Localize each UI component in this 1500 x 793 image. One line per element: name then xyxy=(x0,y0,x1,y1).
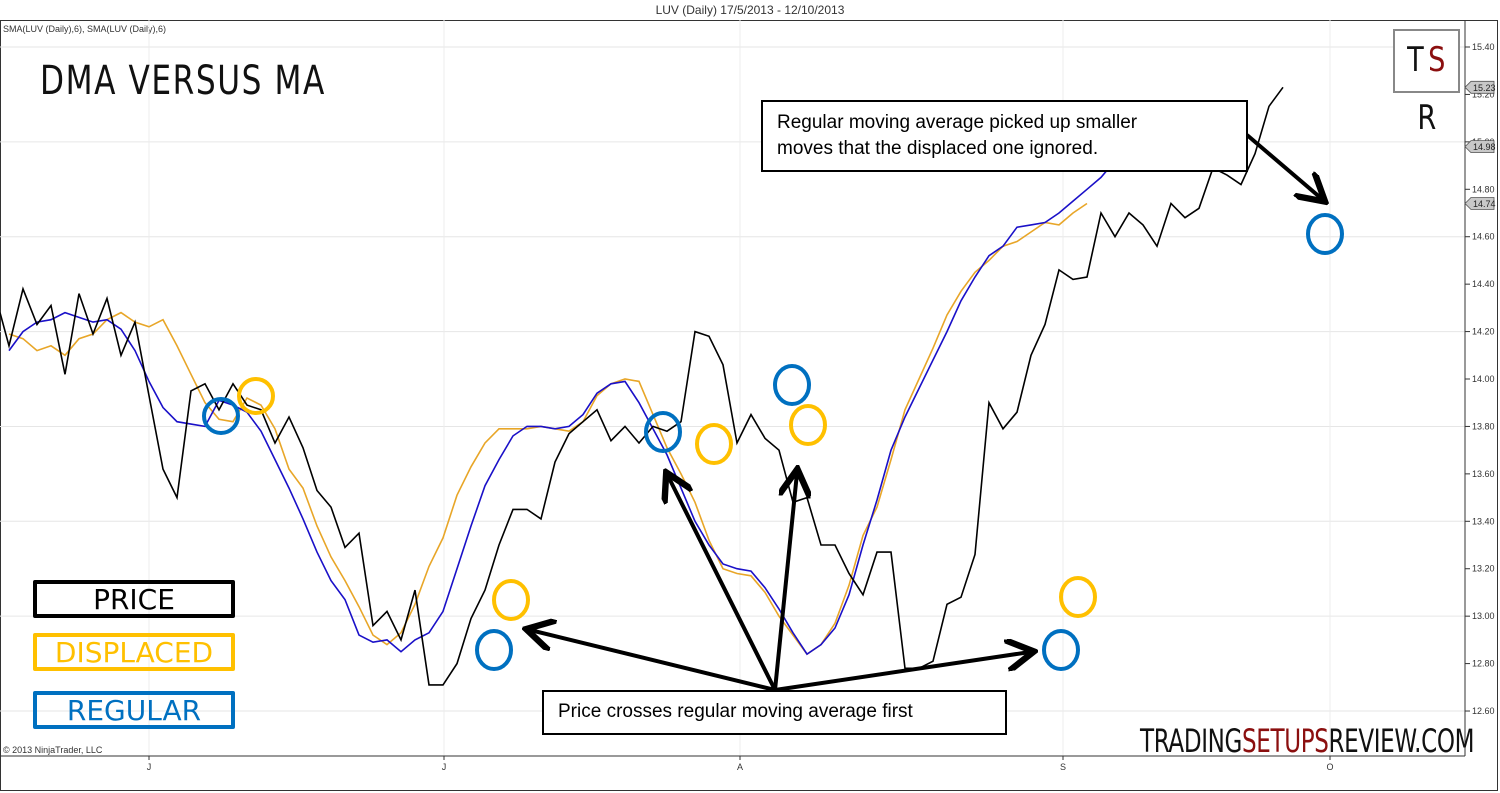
displaced-cross-circle xyxy=(237,377,275,415)
svg-text:12.60: 12.60 xyxy=(1472,706,1495,716)
main-title: DMA VERSUS MA xyxy=(40,58,326,104)
regular-cross-circle xyxy=(475,629,513,671)
legend-displaced: DISPLACED xyxy=(33,633,235,671)
svg-text:J: J xyxy=(442,762,447,772)
y-axis-ticks: 12.60 12.80 13.00 13.20 13.40 13.60 13.80 14.00… xyxy=(1465,42,1495,716)
crossover-circles xyxy=(202,213,1344,671)
regular-cross-circle xyxy=(773,364,811,406)
logo-t: T xyxy=(1407,40,1425,80)
regular-cross-circle xyxy=(202,397,240,435)
indicator-label: SMA(LUV (Daily),6), SMA(LUV (Daily),6) xyxy=(3,24,167,34)
legend-price: PRICE xyxy=(33,580,235,618)
svg-text:14.98: 14.98 xyxy=(1473,142,1496,152)
logo-s: S xyxy=(1428,40,1446,80)
svg-text:13.20: 13.20 xyxy=(1472,564,1495,574)
svg-text:13.60: 13.60 xyxy=(1472,469,1495,479)
displaced-cross-circle xyxy=(789,404,827,446)
brand-part-review: REVIEW.COM xyxy=(1328,722,1475,760)
arrow-to-october-cross xyxy=(1245,133,1322,199)
svg-text:A: A xyxy=(737,762,743,772)
svg-text:15.40: 15.40 xyxy=(1472,42,1495,52)
arrow-to-second-cross xyxy=(668,476,777,691)
svg-text:14.20: 14.20 xyxy=(1472,327,1495,337)
svg-text:14.74: 14.74 xyxy=(1473,199,1496,209)
svg-text:14.60: 14.60 xyxy=(1472,232,1495,242)
svg-text:14.40: 14.40 xyxy=(1472,279,1495,289)
regular-cross-circle xyxy=(1042,629,1080,671)
axes xyxy=(0,20,1466,757)
note-line-2: moves that the displaced one ignored. xyxy=(777,138,1099,159)
note-line-1: Regular moving average picked up smaller xyxy=(777,112,1138,133)
svg-text:12.80: 12.80 xyxy=(1472,659,1495,669)
svg-text:13.40: 13.40 xyxy=(1472,516,1495,526)
chart-title: LUV (Daily) 17/5/2013 - 12/10/2013 xyxy=(655,3,845,17)
arrow-to-third-cross xyxy=(773,473,797,691)
regular-ma-line xyxy=(8,146,1130,656)
chart-frame xyxy=(0,20,1498,791)
arrow-to-fourth-cross xyxy=(774,652,1030,692)
regular-cross-circle xyxy=(644,411,682,453)
tsr-logo: T SR xyxy=(1393,29,1460,138)
annotation-regular-ma-note: Regular moving average picked up smaller… xyxy=(761,100,1248,172)
annotation-arrows xyxy=(530,133,1322,692)
annotation-price-crosses-note: Price crosses regular moving average fir… xyxy=(542,690,1007,735)
svg-text:13.80: 13.80 xyxy=(1472,421,1495,431)
brand-part-trading: TRADING xyxy=(1140,722,1243,760)
price-markers: 15.23 14.98 14.74 xyxy=(1464,80,1496,210)
brand-part-setups: SETUPS xyxy=(1242,722,1329,760)
price-line xyxy=(0,86,1284,686)
copyright-text: © 2013 NinjaTrader, LLC xyxy=(3,745,103,755)
svg-text:14.80: 14.80 xyxy=(1472,184,1495,194)
brand-watermark: TRADINGSETUPSREVIEW.COM xyxy=(1140,722,1474,760)
svg-text:J: J xyxy=(147,762,152,772)
svg-text:O: O xyxy=(1326,762,1333,772)
svg-text:13.00: 13.00 xyxy=(1472,611,1495,621)
svg-text:15.23: 15.23 xyxy=(1473,83,1496,93)
displaced-cross-circle xyxy=(1059,576,1097,618)
regular-cross-circle xyxy=(1306,213,1344,255)
legend-regular: REGULAR xyxy=(33,691,235,729)
svg-text:14.00: 14.00 xyxy=(1472,374,1495,384)
displaced-cross-circle xyxy=(492,579,530,621)
svg-text:S: S xyxy=(1060,762,1066,772)
displaced-cross-circle xyxy=(695,423,733,465)
logo-r: R xyxy=(1417,98,1436,138)
arrow-to-first-cross xyxy=(530,630,776,692)
svg-text:15.20: 15.20 xyxy=(1472,89,1495,99)
